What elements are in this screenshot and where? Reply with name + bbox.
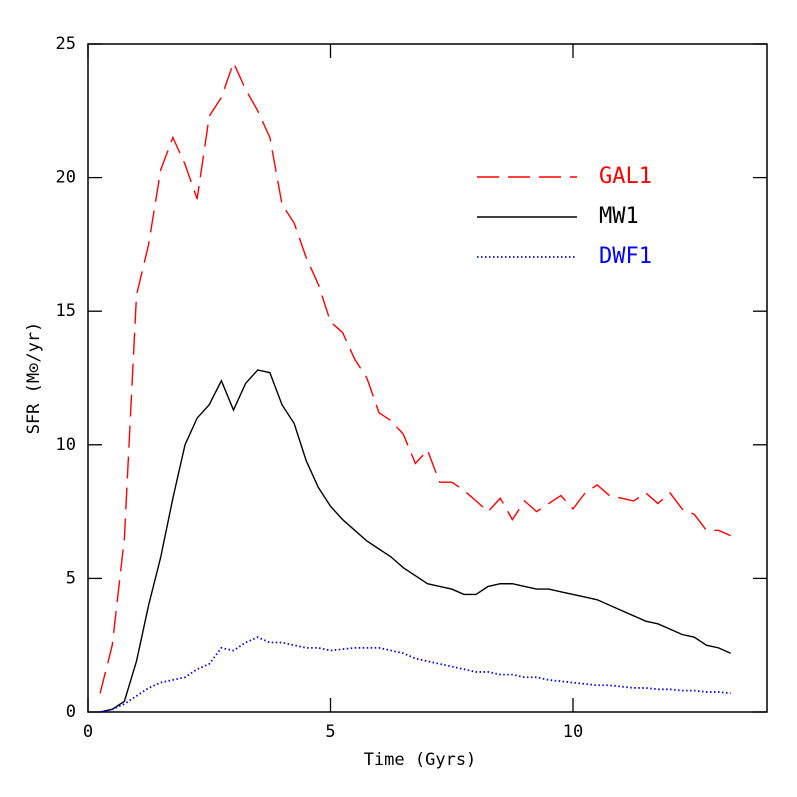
y-tick-label: 20 [56, 168, 76, 188]
x-tick-label: 10 [563, 722, 583, 742]
x-axis-label: Time (Gyrs) [364, 750, 477, 770]
y-tick-label: 15 [56, 301, 76, 321]
y-tick-label: 10 [56, 435, 76, 455]
x-tick-label: 0 [83, 722, 93, 742]
legend-label: MW1 [599, 204, 639, 229]
y-axis-label: SFR (M⊙/yr) [24, 322, 44, 435]
series-line [99, 369, 731, 713]
legend-label: GAL1 [599, 164, 652, 189]
y-tick-label: 0 [66, 702, 76, 722]
legend-label: DWF1 [599, 244, 652, 269]
series-line [99, 60, 731, 694]
y-tick-label: 5 [66, 568, 76, 588]
series-line [99, 636, 731, 713]
x-tick-label: 5 [325, 722, 335, 742]
y-tick-label: 25 [56, 34, 76, 54]
plot-frame [87, 43, 768, 713]
